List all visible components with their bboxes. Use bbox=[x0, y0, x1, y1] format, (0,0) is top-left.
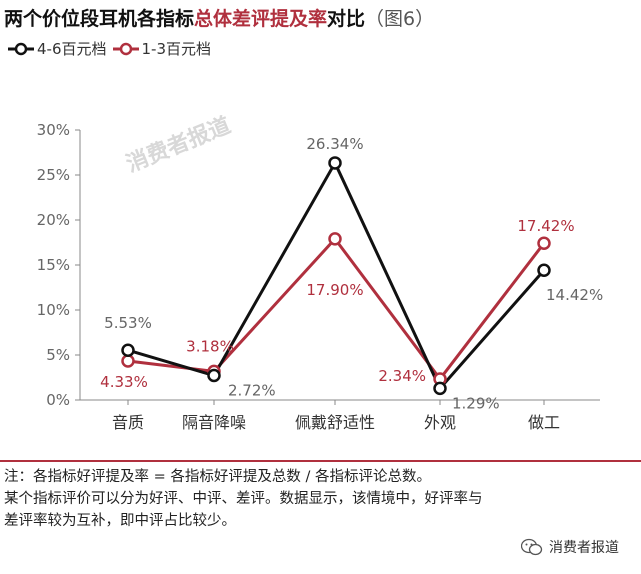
y-tick-label: 5% bbox=[46, 346, 70, 364]
data-point-b bbox=[537, 236, 551, 250]
x-tick-label: 外观 bbox=[424, 413, 456, 432]
footnote-line-1: 注：各指标好评提及率 = 各指标好评提及总数 / 各指标评论总数。 bbox=[4, 469, 431, 485]
data-labels: 5.53% 2.72% 26.34% 1.29% 14.42% 4.33% 3.18% 17.… bbox=[100, 135, 603, 412]
footnote: 注：各指标好评提及率 = 各指标好评提及总数 / 各指标评论总数。 某个指标评价… bbox=[4, 466, 636, 532]
legend-marker-series-b bbox=[112, 42, 139, 55]
data-label-a: 14.42% bbox=[546, 286, 603, 304]
y-tick-label: 20% bbox=[37, 211, 70, 229]
y-tick-label: 25% bbox=[37, 166, 70, 184]
watermark: 消费者报道 bbox=[123, 112, 235, 177]
source-label: 消费者报道 bbox=[549, 540, 619, 556]
legend-label-series-a: 4-6百元档 bbox=[37, 40, 107, 58]
data-point-a bbox=[537, 263, 551, 277]
axes: 0% 5% 10% 15% 20% 25% 30% 音质 隔音降噪 佩戴舒适性 外观 做工 bbox=[37, 121, 600, 432]
footnote-line-2: 某个指标评价可以分为好评、中评、差评。数据显示，该情境中，好评率与 bbox=[4, 491, 483, 507]
data-label-b: 17.90% bbox=[306, 281, 363, 299]
figure-label: （图6） bbox=[365, 8, 435, 30]
data-point-a bbox=[328, 156, 342, 170]
data-label-b: 3.18% bbox=[186, 337, 234, 355]
y-tick-label: 0% bbox=[46, 391, 70, 409]
title-prefix: 两个价位段耳机各指标 bbox=[4, 8, 195, 30]
legend-item-series-b: 1-3百元档 bbox=[112, 38, 212, 59]
data-point-b bbox=[121, 354, 135, 368]
source-credit: 消费者报道 bbox=[521, 537, 619, 557]
x-tick-label: 佩戴舒适性 bbox=[295, 413, 375, 432]
data-label-b: 17.42% bbox=[517, 217, 574, 235]
legend: 4-6百元档 1-3百元档 bbox=[8, 38, 217, 59]
x-tick-label: 音质 bbox=[112, 413, 144, 432]
footnote-line-3: 差评率较为互补，即中评占比较少。 bbox=[4, 513, 236, 529]
data-point-b bbox=[328, 232, 342, 246]
x-tick-label: 隔音降噪 bbox=[182, 413, 246, 432]
x-tick-label: 做工 bbox=[528, 413, 560, 432]
data-label-a: 26.34% bbox=[306, 135, 363, 153]
y-tick-label: 30% bbox=[37, 121, 70, 139]
title-suffix: 对比 bbox=[327, 8, 366, 30]
y-tick-label: 15% bbox=[37, 256, 70, 274]
title-highlight: 总体差评提及率 bbox=[194, 8, 328, 30]
legend-item-series-a: 4-6百元档 bbox=[8, 38, 107, 59]
data-label-b: 2.34% bbox=[378, 367, 426, 385]
wechat-icon bbox=[521, 538, 543, 556]
data-label-b: 4.33% bbox=[100, 373, 148, 391]
data-label-a: 2.72% bbox=[228, 382, 276, 400]
data-point-a bbox=[207, 368, 221, 383]
data-points bbox=[121, 156, 551, 396]
data-point-a bbox=[121, 343, 135, 357]
chart-title: 两个价位段耳机各指标总体差评提及率对比（图6） bbox=[4, 4, 434, 31]
y-tick-label: 10% bbox=[37, 301, 70, 319]
data-label-a: 5.53% bbox=[104, 314, 152, 332]
data-label-a: 1.29% bbox=[452, 394, 500, 412]
divider bbox=[0, 460, 641, 462]
line-chart: 消费者报道 0% 5% 10% 15% 20% 25% 30% 音质 隔音降噪 佩戴舒适性 外观 做工… bbox=[37, 112, 604, 432]
series-line-b bbox=[127, 237, 546, 381]
legend-marker-series-a bbox=[8, 42, 34, 55]
data-point-a bbox=[433, 381, 447, 396]
legend-label-series-b: 1-3百元档 bbox=[141, 40, 212, 58]
